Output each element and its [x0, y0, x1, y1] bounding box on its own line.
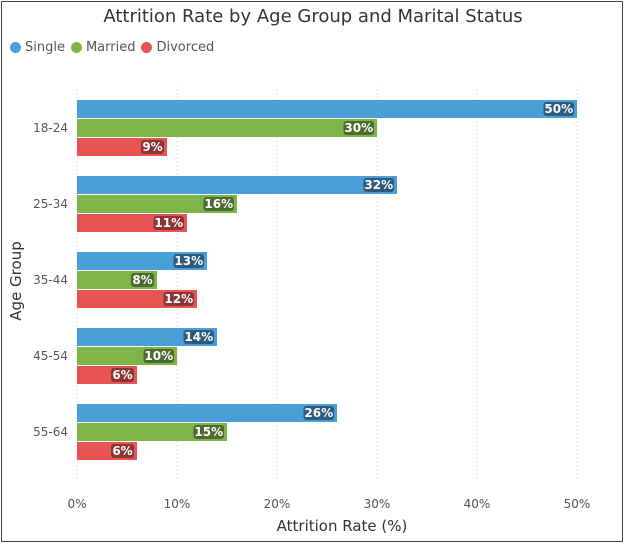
- y-tick-label: 35-44: [33, 273, 68, 287]
- data-label: 12%: [164, 292, 193, 306]
- data-label-bg: [111, 444, 134, 458]
- data-label-bg: [131, 273, 154, 287]
- data-label: 6%: [112, 368, 132, 382]
- legend-item-divorced[interactable]: Divorced: [141, 40, 214, 55]
- legend-swatch-married: [70, 42, 82, 53]
- bar-married-25-34[interactable]: [77, 195, 237, 213]
- data-label-bg: [543, 102, 574, 116]
- data-labels-group: 50% 30% 9% 32% 16% 11% 13% 8% 12% 14% 10% 6% 26% 15% 6…: [111, 102, 574, 458]
- data-label-bg: [153, 216, 184, 230]
- y-tick-label: 25-34: [33, 197, 68, 211]
- data-label: 10%: [144, 349, 173, 363]
- x-tick-label: 50%: [564, 497, 591, 511]
- data-label: 30%: [344, 121, 373, 135]
- data-label: 8%: [132, 273, 152, 287]
- data-label-bg: [193, 425, 224, 439]
- data-label: 14%: [184, 330, 213, 344]
- bar-married-55-64[interactable]: [77, 423, 227, 441]
- chart-title: Attrition Rate by Age Group and Marital …: [103, 6, 523, 27]
- data-label: 9%: [142, 140, 162, 154]
- bar-single-55-64[interactable]: [77, 404, 337, 422]
- data-label-bg: [363, 178, 394, 192]
- data-label-bg: [203, 197, 234, 211]
- data-label-bg: [141, 140, 164, 154]
- bar-married-18-24[interactable]: [77, 119, 377, 137]
- data-label-bg: [303, 406, 334, 420]
- data-label-bg: [143, 349, 174, 363]
- data-label: 6%: [112, 444, 132, 458]
- data-label-bg: [173, 254, 204, 268]
- bar-single-18-24[interactable]: [77, 100, 577, 118]
- y-tick-label: 45-54: [33, 349, 68, 363]
- legend-item-single[interactable]: Single: [10, 40, 65, 55]
- data-label: 32%: [364, 178, 393, 192]
- chart-legend: Single Married Divorced: [10, 40, 220, 55]
- y-tick-label: 55-64: [33, 425, 68, 439]
- y-tick-labels: 18-24 25-34 35-44 45-54 55-64: [33, 121, 68, 439]
- x-tick-labels: 0% 10% 20% 30% 40% 50%: [67, 497, 590, 511]
- data-label: 11%: [154, 216, 183, 230]
- y-axis-title: Age Group: [7, 241, 25, 320]
- x-tick-label: 40%: [464, 497, 491, 511]
- data-label-bg: [111, 368, 134, 382]
- x-tick-label: 10%: [164, 497, 191, 511]
- legend-swatch-single: [10, 42, 21, 53]
- data-label: 13%: [174, 254, 203, 268]
- data-label-bg: [183, 330, 214, 344]
- bar-single-25-34[interactable]: [77, 176, 397, 194]
- bar-single-45-54[interactable]: [77, 328, 217, 346]
- data-label-bg: [343, 121, 374, 135]
- y-tick-label: 18-24: [33, 121, 68, 135]
- legend-swatch-divorced: [141, 42, 153, 53]
- data-label: 16%: [204, 197, 233, 211]
- x-axis-title: Attrition Rate (%): [277, 517, 408, 535]
- x-tick-label: 0%: [67, 497, 86, 511]
- legend-item-married[interactable]: Married: [70, 40, 136, 55]
- legend-label-divorced: Divorced: [156, 40, 215, 55]
- x-tick-label: 30%: [364, 497, 391, 511]
- x-tick-label: 20%: [264, 497, 291, 511]
- data-label: 15%: [194, 425, 223, 439]
- legend-label-married: Married: [85, 40, 136, 55]
- legend-label-single: Single: [25, 40, 65, 55]
- data-label: 26%: [304, 406, 333, 420]
- data-label: 50%: [544, 102, 573, 116]
- data-label-bg: [163, 292, 194, 306]
